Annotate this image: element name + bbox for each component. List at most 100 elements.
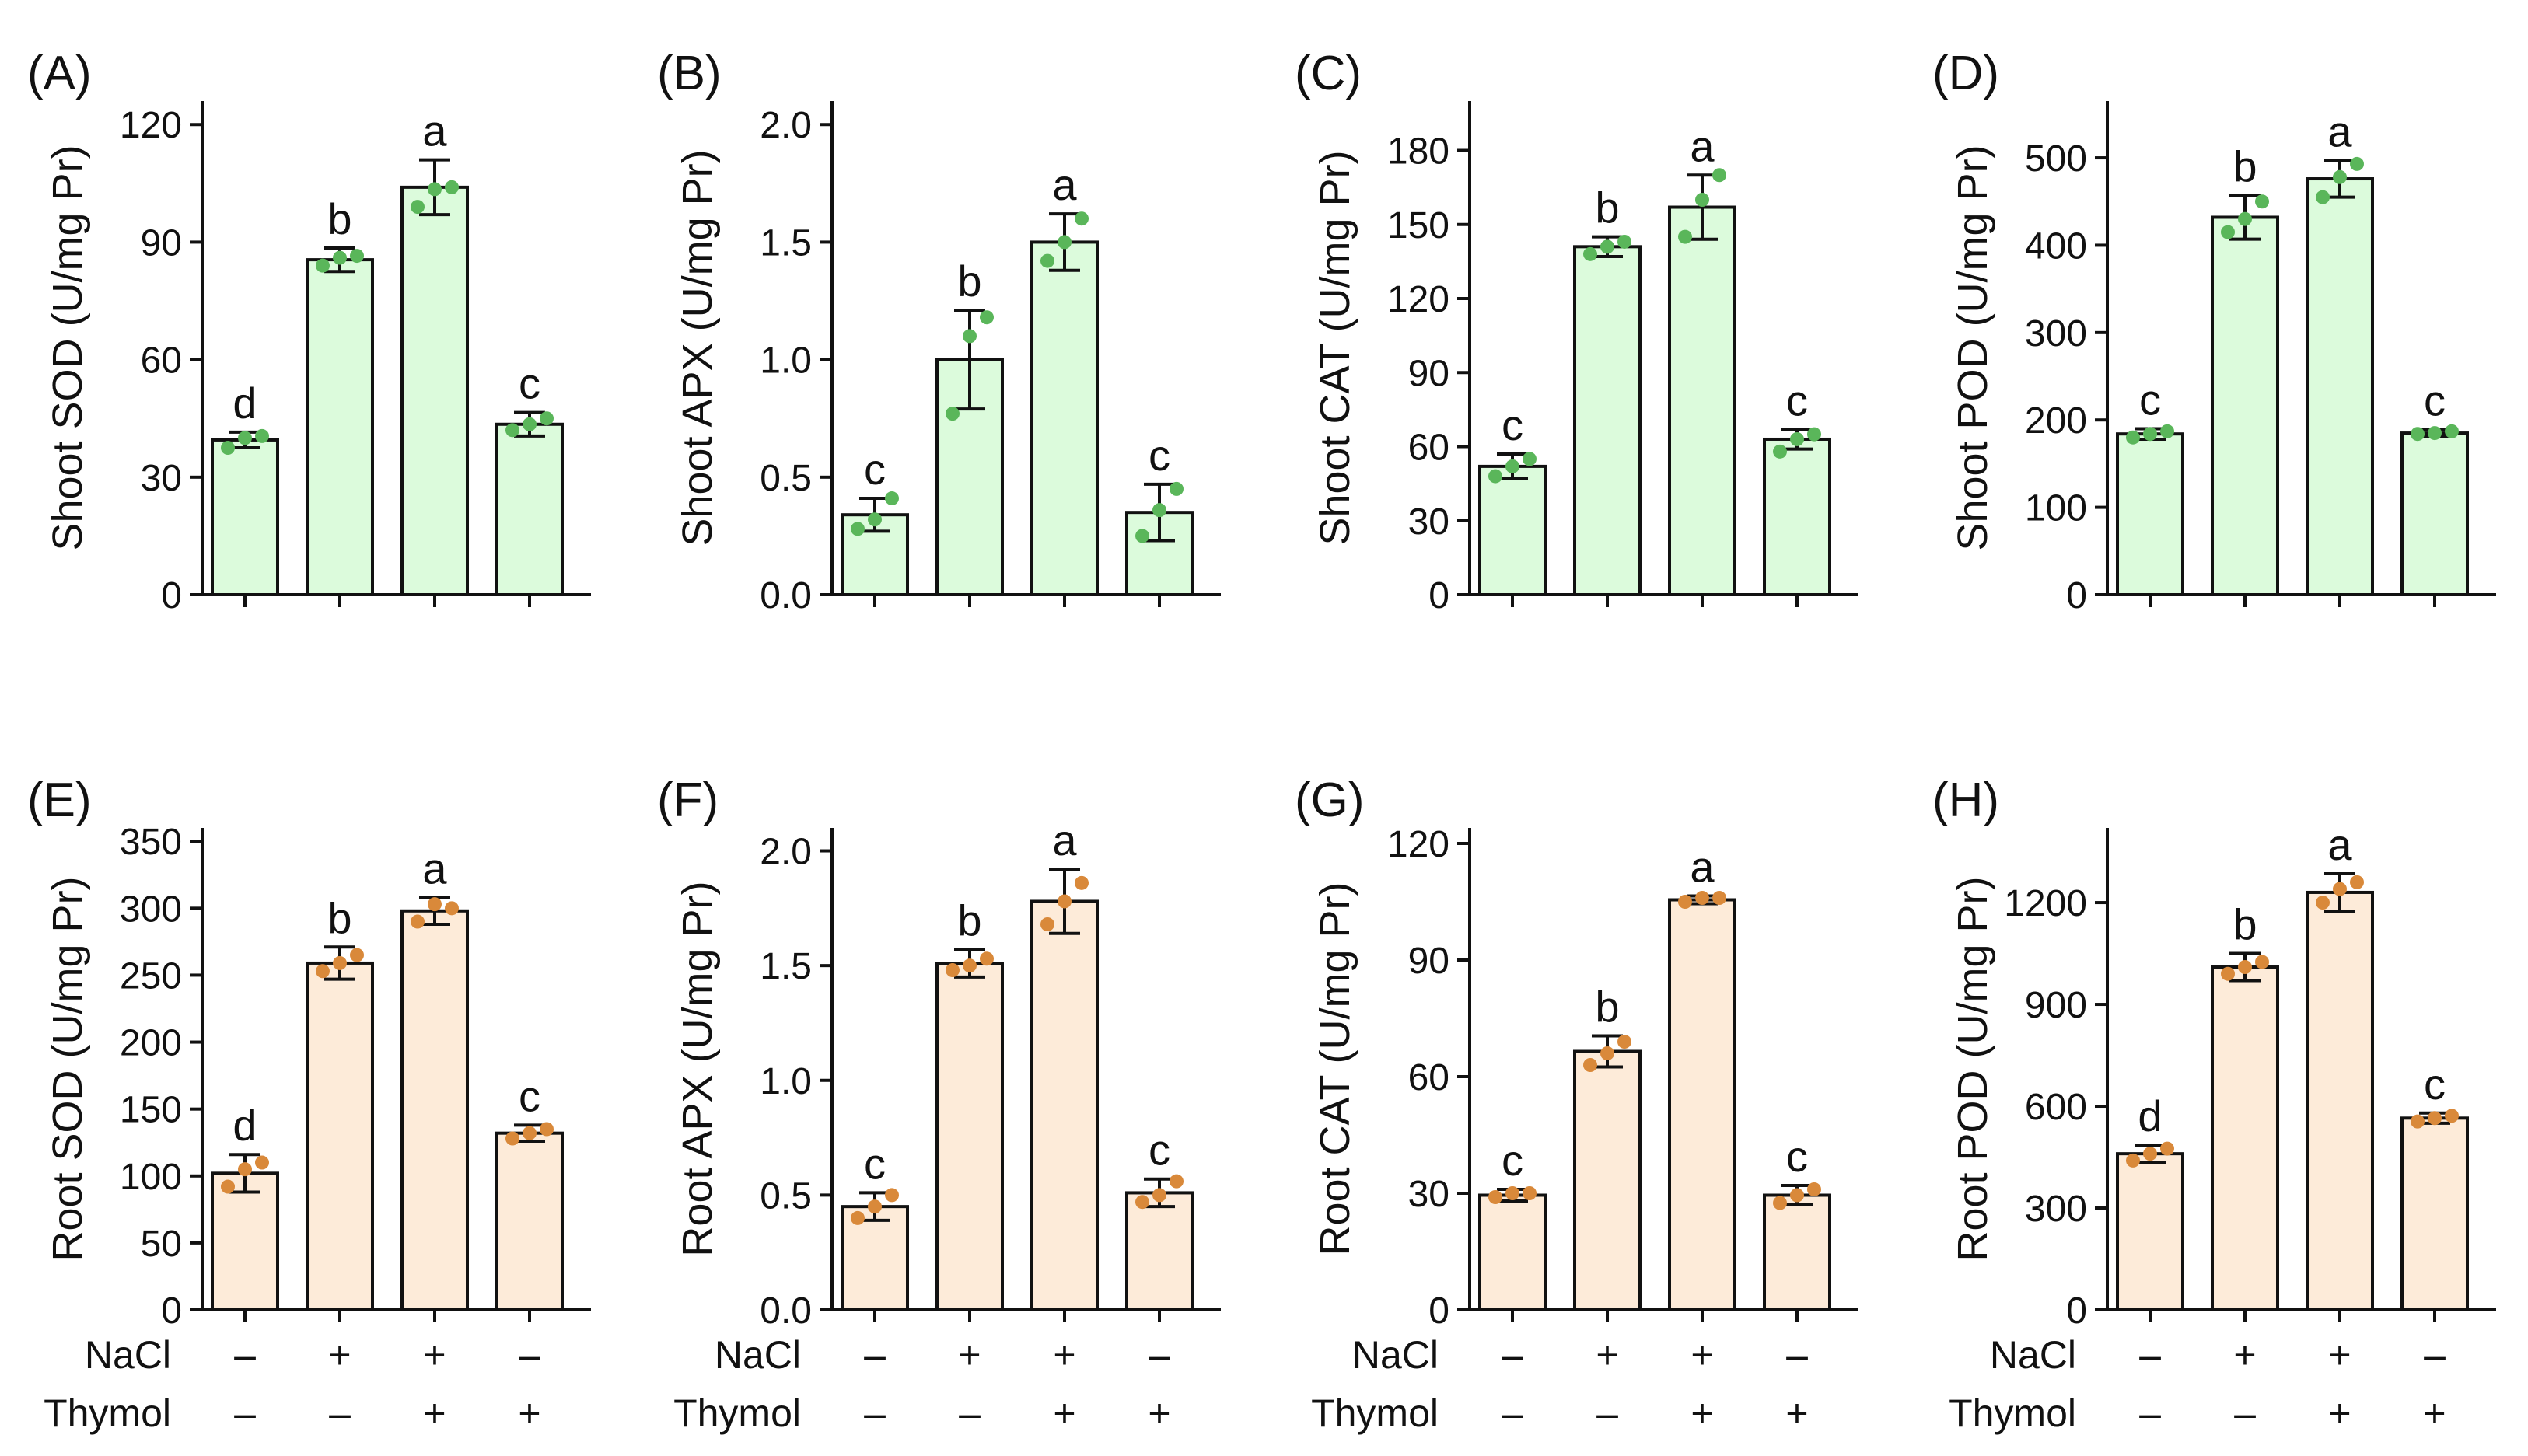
panel-b-data-point [1135,529,1149,543]
panel-f-bar [841,1205,909,1311]
panel-g-thymol-sign: – [1596,1391,1618,1435]
panel-f-data-point [980,951,994,966]
panel-g-ytick-label: 90 [1408,941,1449,982]
panel-d-ytick-label: 300 [2025,313,2087,354]
panel-c-ytick-label: 60 [1408,428,1449,469]
panel-a-ytick-label: 0 [161,575,182,616]
panel-a-letter: (A) [27,47,92,100]
panel-b-data-point [980,310,994,325]
panel-b-ytick-label: 1.0 [760,340,812,382]
panel-c-data-point [1807,427,1821,442]
panel-e-nacl-sign: – [519,1333,540,1377]
panel-f-data-point [963,958,977,973]
panel-h-data-point [2221,966,2235,981]
panel-c-data-point [1583,246,1597,261]
panel-f-nacl-sign: + [1053,1333,1075,1377]
panel-f-bar [935,962,1004,1311]
panel-g-bar [1478,1193,1547,1311]
panel-a-data-point [523,417,537,431]
panel-f-thymol-sign: + [1148,1391,1170,1435]
panel-h-bar [2116,1152,2184,1311]
panel-h-bar [2400,1116,2469,1311]
panel-d-bar [2306,177,2374,596]
panel-c-sig-letter: c [1786,375,1808,424]
panel-g-ytick-label: 30 [1408,1174,1449,1215]
panel-d-bar [2211,215,2279,596]
panel-b-data-point [963,329,977,344]
panel-f-bar [1030,899,1099,1311]
panel-e-ytick-label: 50 [141,1224,182,1265]
panel-e-data-point [540,1122,554,1137]
panel-d-bar [2400,431,2469,596]
panel-g-bar [1668,898,1736,1311]
panel-a-ytick-label: 60 [141,340,182,382]
panel-h-ytick-label: 300 [2025,1189,2087,1230]
panel-a-bar [400,185,469,597]
panel-b-data-point [1170,481,1184,496]
panel-g-data-point [1488,1190,1502,1204]
panel-g-thymol-sign: + [1691,1391,1713,1435]
panel-e-sig-letter: a [422,844,447,893]
panel-d-ytick-label: 100 [2025,488,2087,529]
panel-f-data-point [1170,1174,1184,1189]
panel-b-data-point [1058,235,1072,250]
panel-f-thymol-sign: + [1053,1391,1075,1435]
panel-e-thymol-sign: + [423,1391,446,1435]
panel-a-data-point [333,250,347,265]
panel-b-sig-letter: c [864,445,886,494]
panel-c-ytick-label: 90 [1408,353,1449,394]
panel-g-thymol-sign: + [1785,1391,1808,1435]
panel-e-nacl-sign: + [328,1333,351,1377]
panel-f-sig-letter: c [1149,1126,1170,1175]
panel-a-data-point [445,180,459,194]
panel-c-data-point [1505,459,1519,473]
panel-c-bar [1763,437,1831,596]
panel-g-thymol-sign: – [1502,1391,1523,1435]
panel-b-ytick-label: 0.0 [760,575,812,616]
panel-g-bar [1573,1049,1642,1311]
panel-h-data-point [2238,960,2252,975]
panel-e-data-point [505,1131,519,1146]
panel-e-ytick-label: 350 [120,822,182,863]
panel-g-data-point [1807,1182,1821,1196]
panel-c-ytick-label: 150 [1387,205,1449,246]
panel-e-data-point [333,955,347,970]
panel-f-sig-letter: b [957,896,981,944]
panel-e-data-point [255,1155,269,1170]
panel-g-data-point [1505,1186,1519,1200]
panel-d-data-point [2445,424,2459,438]
panel-h-data-point [2445,1109,2459,1123]
panel-c-data-point [1773,444,1787,459]
panel-g-data-point [1617,1035,1631,1049]
panel-h-thymol-sign: + [2328,1391,2351,1435]
panel-a-ytick-label: 30 [141,458,182,499]
panel-b-data-point [946,407,960,421]
panel-d-ytick-label: 200 [2025,400,2087,442]
panel-d-data-point [2428,426,2442,441]
panel-g-data-point [1773,1196,1787,1210]
panel-g-bar [1763,1193,1831,1311]
panel-f-letter: (F) [657,773,719,827]
panel-h-sig-letter: d [2138,1091,2162,1140]
panel-f-ytick-label: 1.5 [760,946,812,987]
panel-f-sig-letter: c [864,1139,886,1188]
panel-g-thymol-label: Thymol [1311,1391,1439,1435]
panel-h-ylabel: Root POD (U/mg Pr) [1949,876,1996,1261]
panel-e-data-point [428,897,442,912]
panel-e-thymol-sign: – [329,1391,351,1435]
panel-e-nacl-sign: + [423,1333,446,1377]
panel-e-ytick-label: 100 [120,1157,182,1198]
panel-h-bar [2211,965,2279,1311]
panel-a-sig-letter: d [233,379,257,428]
panel-g-nacl-sign: + [1596,1333,1618,1377]
panel-e-data-point [238,1162,252,1177]
panel-f-ytick-label: 0.0 [760,1290,812,1332]
panel-b-ylabel: Shoot APX (U/mg Pr) [674,149,721,546]
panel-e-thymol-sign: – [234,1391,256,1435]
panel-f-nacl-sign: – [1149,1333,1170,1377]
panel-d-sig-letter: a [2327,106,2352,155]
panel-e-bar [306,961,374,1311]
panel-d-sig-letter: c [2139,375,2161,424]
panel-c-data-point [1488,469,1502,484]
panel-g-sig-letter: a [1690,843,1715,892]
